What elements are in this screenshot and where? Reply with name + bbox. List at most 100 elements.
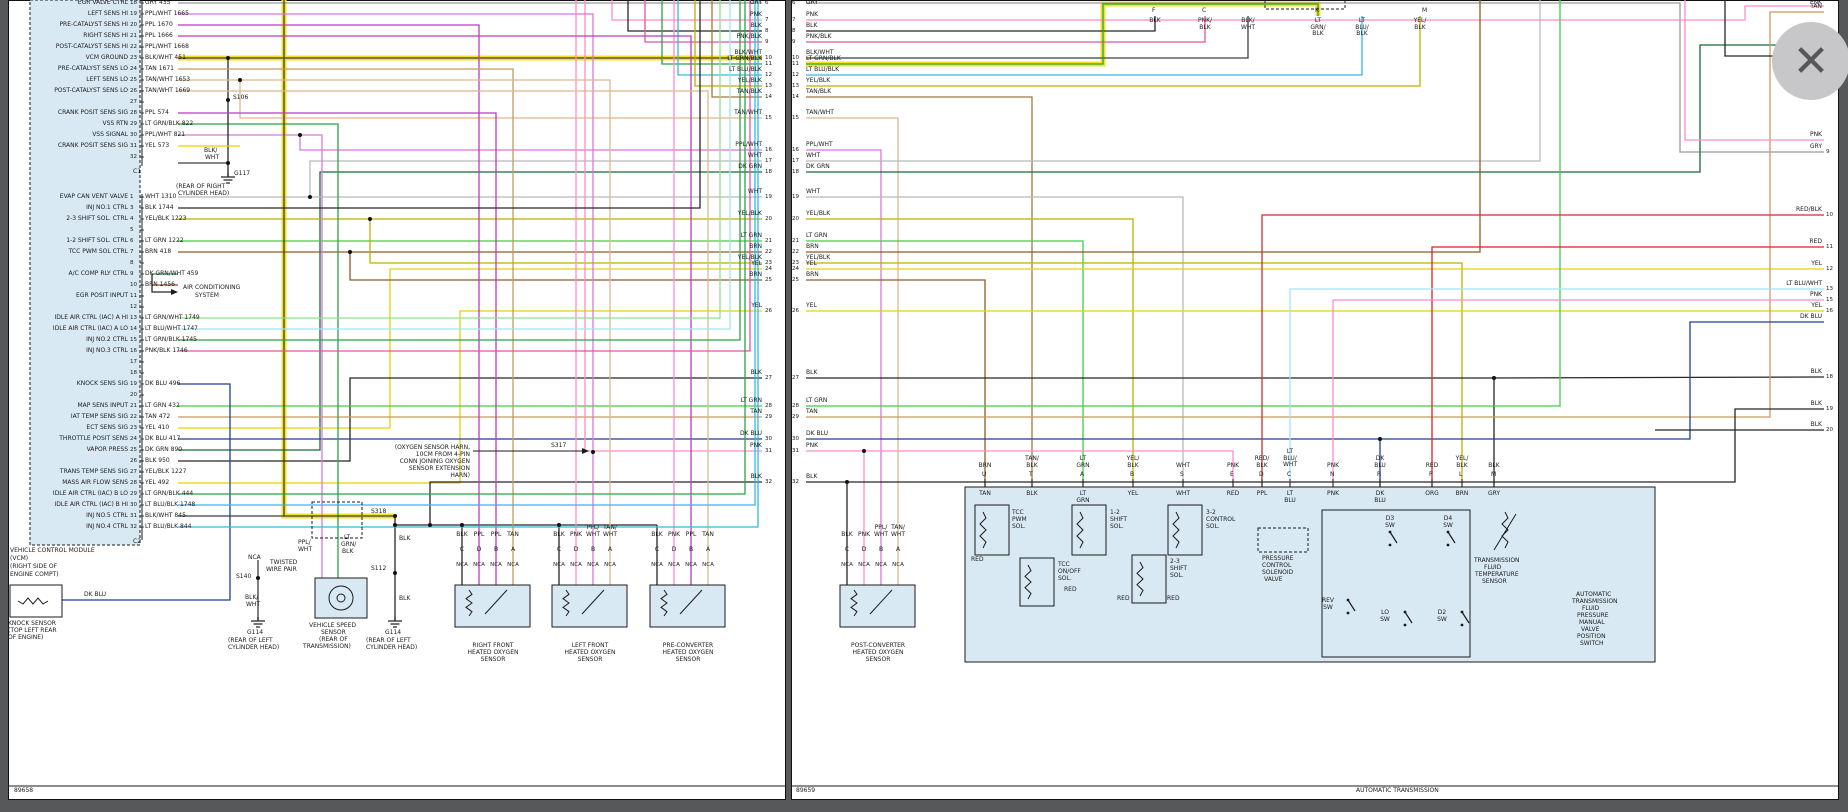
- junction-dot: [1492, 376, 1496, 380]
- switch-blade: [1389, 531, 1398, 544]
- wire-BRN: [806, 0, 1481, 253]
- switch-contact: [1388, 543, 1392, 547]
- wire-PPLWHT: [178, 13, 594, 585]
- switch-blade: [1461, 611, 1470, 624]
- component-box: [1321, 509, 1471, 658]
- wire-YELBLK: [694, 0, 762, 87]
- close-icon: ✕: [1792, 35, 1830, 87]
- wire-LTBLUBLK: [178, 0, 756, 506]
- solenoid-box: [1131, 554, 1167, 604]
- wire-DKGRN: [178, 171, 762, 451]
- switch-blade: [1347, 599, 1356, 612]
- component-box: [311, 501, 363, 539]
- wire-TANWHT: [178, 90, 709, 585]
- component-box: [314, 577, 368, 619]
- switch-contact: [1446, 543, 1450, 547]
- sensor-element-symbol: [869, 589, 893, 615]
- solenoid-box: [1019, 557, 1055, 607]
- wire-PPL: [178, 35, 692, 585]
- wire-BLK: [806, 16, 1156, 32]
- wire-REDBLK: [1261, 214, 1824, 487]
- wire-PNK: [806, 450, 1234, 487]
- resistor-symbol: [562, 589, 570, 617]
- wire-PNKBLK: [178, 0, 751, 352]
- junction-dot: [308, 195, 312, 199]
- wire-BLK: [806, 408, 1824, 483]
- wire-LTGRNBLK: [178, 0, 746, 495]
- resistor-symbol: [1501, 511, 1509, 549]
- switch-blade: [1404, 611, 1413, 624]
- wire-GRY: [806, 2, 1824, 153]
- junction-dot: [238, 78, 242, 82]
- sensor-symbol: [336, 593, 346, 603]
- wire-WHT: [806, 0, 1541, 162]
- wire-PPLWHT: [178, 134, 323, 578]
- wire-PNKBLK: [806, 16, 1206, 43]
- junction-dot: [845, 480, 849, 484]
- junction-dot: [393, 514, 397, 518]
- wire-YELBLK: [806, 262, 1463, 487]
- junction-dot: [226, 98, 230, 102]
- wire-BLK: [806, 376, 1825, 379]
- wire-YEL: [178, 310, 762, 484]
- switch-contact: [1403, 623, 1407, 627]
- wire-LTGRNWHT: [178, 0, 721, 319]
- wire-LTBLUWHT: [1289, 288, 1824, 487]
- wire-PPL: [178, 24, 480, 585]
- wire-LTBLUBLK: [677, 0, 762, 76]
- junction-dot: [298, 133, 302, 137]
- junction-dot: [557, 523, 561, 527]
- resistor-symbol: [850, 589, 858, 617]
- resistor-symbol: [979, 511, 987, 549]
- wire-PNK: [1684, 0, 1824, 141]
- junction-dot: [393, 523, 397, 527]
- wire-YELBLK: [806, 16, 1421, 87]
- wire-TANWHT: [806, 117, 899, 585]
- resistor-symbol: [1076, 511, 1084, 549]
- component-box: [1257, 527, 1309, 553]
- junction-dot: [256, 576, 260, 580]
- wire-BLK: [178, 377, 762, 462]
- wire-LTGRN: [806, 0, 1561, 407]
- close-button[interactable]: ✕: [1772, 22, 1848, 100]
- wire-LTBLUWHT: [178, 0, 731, 330]
- wire-DKBLU: [806, 321, 1824, 440]
- junction-dot: [460, 523, 464, 527]
- sensor-element-symbol: [581, 589, 605, 615]
- junction-dot: [226, 161, 230, 165]
- junction-dot: [428, 523, 432, 527]
- wire-LTBLUBLK: [178, 0, 759, 528]
- wire-PPL: [178, 112, 497, 585]
- trace-highlight: [806, 1, 1321, 67]
- solenoid-box: [1071, 504, 1107, 556]
- junction-dot: [226, 56, 230, 60]
- wire-LTGRNBLK: [178, 0, 741, 341]
- sensor-element-symbol: [484, 589, 508, 615]
- resistor-symbol: [1172, 511, 1180, 549]
- resistor-symbol: [17, 597, 49, 605]
- wire-WHT: [806, 196, 1184, 487]
- wire-DKGRN: [806, 44, 1824, 173]
- wire-YELBLK: [369, 219, 762, 264]
- resistor-symbol: [1136, 561, 1144, 597]
- junction-dot: [348, 250, 352, 254]
- junction-dot: [393, 571, 397, 575]
- switch-blade: [1447, 531, 1456, 544]
- wire-YELBLK: [806, 218, 1134, 487]
- junction-dot: [368, 217, 372, 221]
- switch-contact: [1460, 623, 1464, 627]
- solenoid-box: [974, 504, 1010, 556]
- resistor-symbol: [660, 589, 668, 617]
- wire-TAN: [178, 68, 514, 585]
- junction-dot: [1378, 437, 1382, 441]
- wire-LTGRN: [806, 240, 1084, 487]
- wire-RED: [1431, 246, 1824, 487]
- diagram-page-right: [791, 0, 1839, 800]
- wire-BLKWHT: [806, 16, 1249, 59]
- wire-PNK: [806, 5, 1824, 21]
- wire-PNKBLK: [644, 0, 762, 43]
- junction-dot: [591, 450, 595, 454]
- arrowhead: [171, 289, 178, 295]
- wire-TANWHT: [239, 80, 762, 119]
- wire-BLK: [178, 0, 701, 209]
